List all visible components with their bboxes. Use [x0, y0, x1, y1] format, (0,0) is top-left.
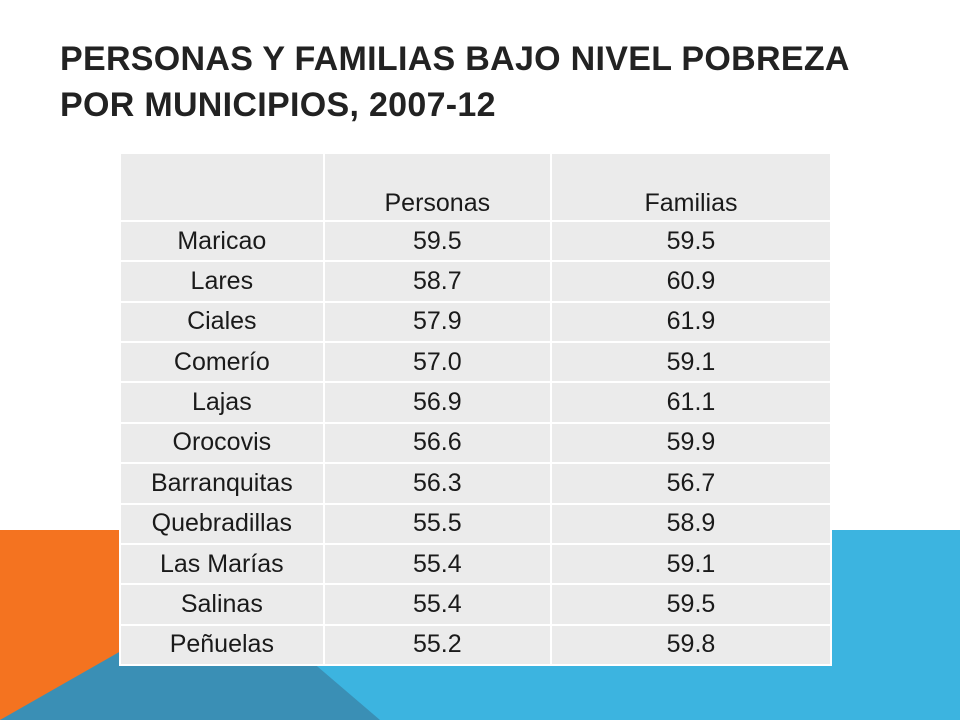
cell-personas: 57.9 — [322, 300, 552, 344]
table-row: Barranquitas 56.3 56.7 — [119, 462, 833, 505]
cell-municipio: Barranquitas — [119, 462, 325, 505]
cell-municipio: Comerío — [119, 341, 325, 384]
cell-municipio: Las Marías — [119, 542, 325, 586]
table-row: Quebradillas 55.5 58.9 — [119, 502, 833, 545]
cell-personas: 59.5 — [322, 219, 552, 263]
cell-personas: 55.4 — [322, 542, 552, 586]
table-row: Lajas 56.9 61.1 — [119, 381, 833, 424]
cell-municipio: Quebradillas — [119, 502, 325, 545]
cell-familias: 59.9 — [549, 421, 833, 465]
table-row: Ciales 57.9 61.9 — [119, 300, 833, 344]
table-header-row: Personas Familias — [119, 152, 833, 222]
cell-municipio: Salinas — [119, 583, 325, 626]
table-row: Salinas 55.4 59.5 — [119, 583, 833, 626]
cell-municipio: Lares — [119, 260, 325, 303]
cell-familias: 56.7 — [549, 462, 833, 505]
header-municipio — [119, 152, 325, 222]
cell-personas: 55.5 — [322, 502, 552, 545]
table-row: Lares 58.7 60.9 — [119, 260, 833, 303]
cell-municipio: Maricao — [119, 219, 325, 263]
poverty-table-container: Personas Familias Maricao 59.5 59.5 Lare… — [119, 152, 833, 667]
table-row: Peñuelas 55.2 59.8 — [119, 623, 833, 667]
cell-municipio: Orocovis — [119, 421, 325, 465]
poverty-table: Personas Familias Maricao 59.5 59.5 Lare… — [119, 152, 833, 667]
table-row: Comerío 57.0 59.1 — [119, 341, 833, 384]
slide-title: PERSONAS Y FAMILIAS BAJO NIVEL POBREZA P… — [60, 40, 849, 124]
cell-familias: 59.5 — [549, 583, 833, 626]
table-row: Las Marías 55.4 59.1 — [119, 542, 833, 586]
cell-personas: 55.4 — [322, 583, 552, 626]
cell-familias: 61.9 — [549, 300, 833, 344]
cell-familias: 59.1 — [549, 542, 833, 586]
cell-familias: 59.5 — [549, 219, 833, 263]
cell-personas: 55.2 — [322, 623, 552, 667]
cell-familias: 58.9 — [549, 502, 833, 545]
header-familias: Familias — [549, 152, 833, 222]
cell-personas: 56.9 — [322, 381, 552, 424]
cell-familias: 59.1 — [549, 341, 833, 384]
table-row: Orocovis 56.6 59.9 — [119, 421, 833, 465]
header-personas: Personas — [322, 152, 552, 222]
cell-municipio: Peñuelas — [119, 623, 325, 667]
cell-municipio: Ciales — [119, 300, 325, 344]
cell-familias: 60.9 — [549, 260, 833, 303]
cell-personas: 57.0 — [322, 341, 552, 384]
cell-personas: 58.7 — [322, 260, 552, 303]
cell-familias: 59.8 — [549, 623, 833, 667]
cell-personas: 56.6 — [322, 421, 552, 465]
table-row: Maricao 59.5 59.5 — [119, 219, 833, 263]
cell-municipio: Lajas — [119, 381, 325, 424]
cell-familias: 61.1 — [549, 381, 833, 424]
cell-personas: 56.3 — [322, 462, 552, 505]
